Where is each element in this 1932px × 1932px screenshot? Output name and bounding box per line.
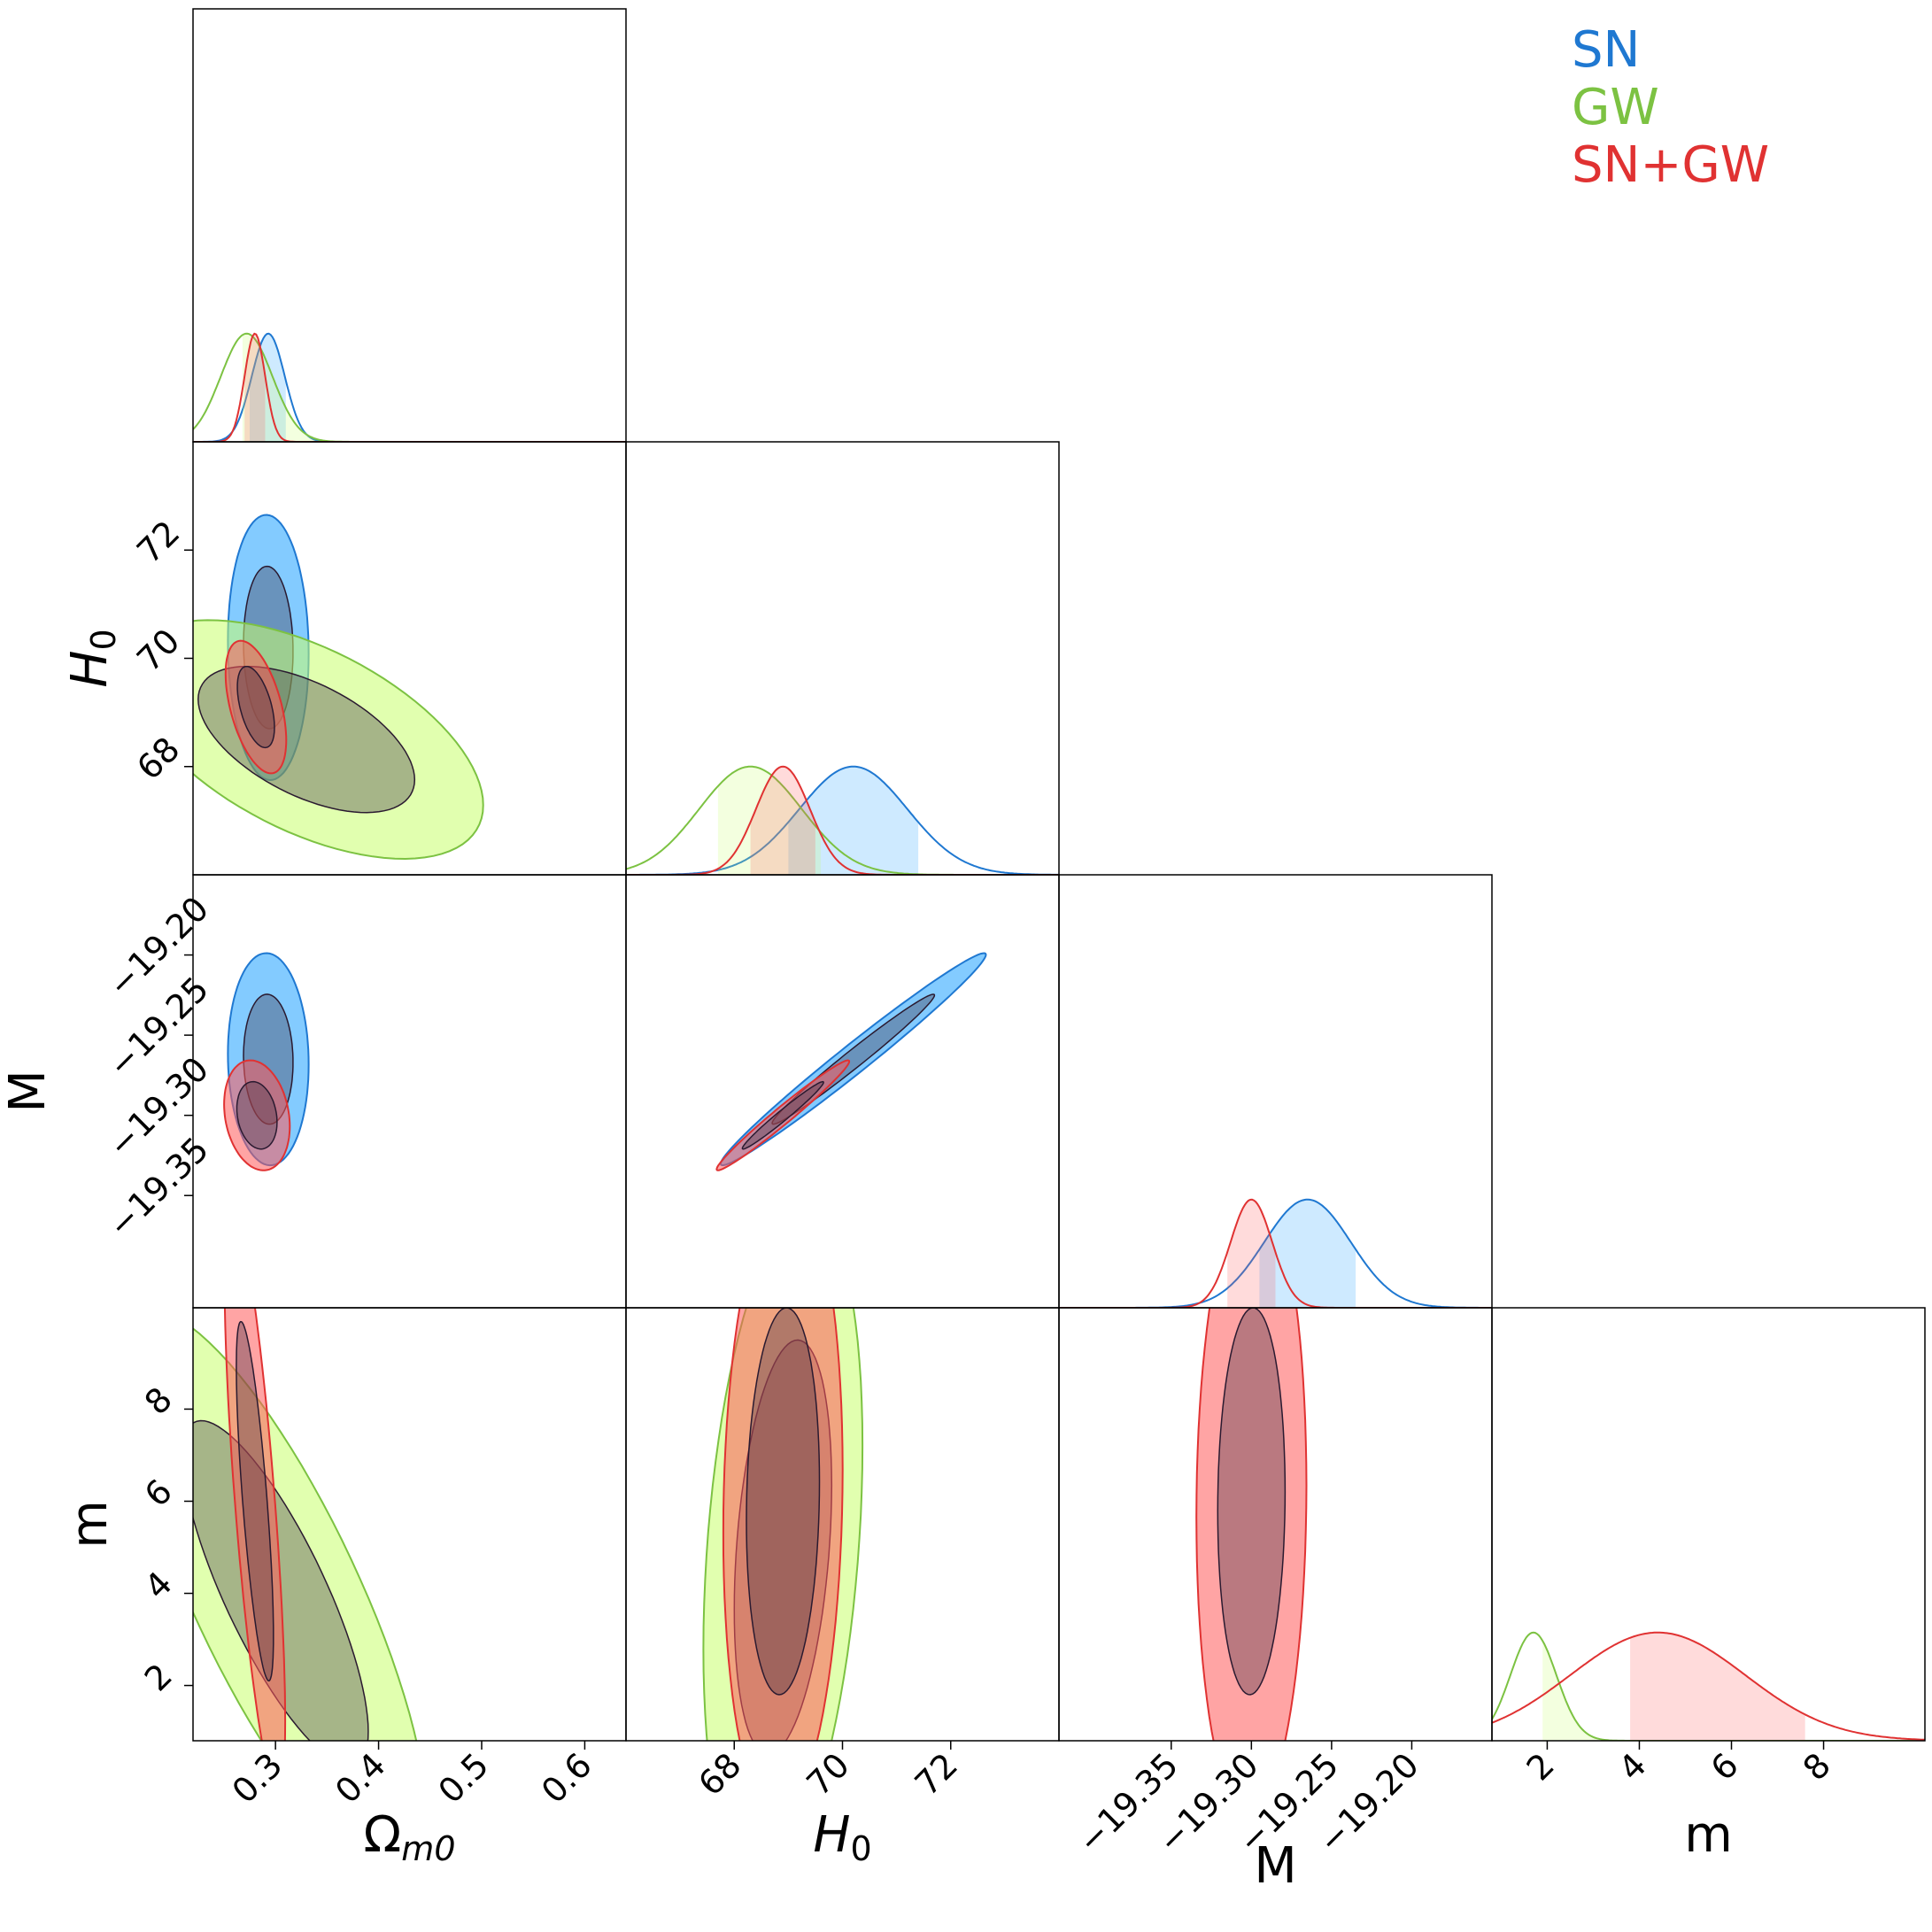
- contour-outer-sn-gw-m-m: [1195, 1308, 1308, 1741]
- x-tick-label-omega-m0-1: 0.4: [328, 1745, 393, 1811]
- contour-outer-sn-gw-omega-m0-m: [223, 1059, 291, 1171]
- marginal-band-sn-gw-m: [1227, 1199, 1276, 1308]
- contour-sn-gw-m-m: [1195, 1308, 1308, 1741]
- legend-entry-gw: GW: [1572, 79, 1659, 136]
- contour-sn-gw-omega-m0-m: [223, 1308, 287, 1741]
- x-axis-h0: 68 70 72 H0: [691, 1741, 965, 1868]
- x-axis-omega-m0: 0.3 0.4 0.5 0.6 Ωm0: [225, 1741, 599, 1868]
- contour-inner-sn-gw-omega-m0-h0: [236, 665, 275, 749]
- x-tick-label-h0-1: 70: [800, 1745, 857, 1803]
- marginal-panel-m: [1492, 1631, 1925, 1741]
- x-tick-label-m-0: 2: [1519, 1745, 1562, 1788]
- contour-outer-sn-gw-omega-m0-h0: [224, 639, 288, 775]
- marginal-curve-sn-gw-m: [1492, 1631, 1925, 1741]
- marginal-band-gw-h0: [717, 766, 821, 875]
- contour-inner-sn-gw-omega-m0-m: [236, 1320, 274, 1682]
- marginal-band-sn-m: [1259, 1199, 1356, 1308]
- marginal-band-sn-gw-h0: [750, 766, 815, 875]
- contour-sn-gw-h0-m: [722, 1308, 844, 1741]
- marginal-curve-sn-gw-omega-m0: [193, 332, 626, 442]
- marginal-curve-sn-gw-m: [1059, 1198, 1492, 1308]
- marginal-curve-gw-m: [1492, 1631, 1925, 1741]
- legend-entry-sn-gw: SN+GW: [1572, 136, 1769, 194]
- y-axis-label-m: M: [0, 1070, 57, 1112]
- x-axis-label-omega-m0: Ωm0: [364, 1806, 456, 1868]
- legend: SN GW SN+GW: [1572, 21, 1769, 194]
- contour-outer-sn-gw-h0-m: [715, 1059, 851, 1171]
- x-axis-label-m: M: [1254, 1837, 1296, 1895]
- contour-inner-sn-gw-omega-m0-m: [236, 1080, 278, 1150]
- y-axis-label-h0: H0: [61, 629, 123, 687]
- contour-sn-gw-omega-m0-m: [223, 1059, 291, 1171]
- x-tick-label-h0-2: 72: [908, 1745, 965, 1803]
- y-axis-m: −19.35−19.30−19.25−19.20M: [0, 889, 216, 1245]
- contour-sn-gw-h0-m: [715, 1059, 851, 1171]
- contour-inner-sn-gw-h0-m: [746, 1308, 821, 1696]
- marginal-band-sn-gw-omega-m0: [244, 333, 266, 442]
- marginal-curve-gw-h0: [626, 765, 1059, 875]
- contour-outer-sn-gw-omega-m0-m: [223, 1308, 287, 1741]
- marginal-curve-sn-gw-h0: [626, 765, 1059, 875]
- x-axis-label-m: m: [1684, 1806, 1733, 1864]
- x-tick-label-m-3: 8: [1796, 1745, 1838, 1788]
- x-tick-label-omega-m0-3: 0.6: [534, 1745, 599, 1811]
- marginal-curve-gw-omega-m0: [193, 332, 626, 442]
- y-tick-label-m-2: 6: [137, 1472, 180, 1514]
- x-axis-m: −19.35−19.30−19.25−19.20M: [1070, 1741, 1426, 1895]
- marginal-panel-h0: [626, 765, 1059, 875]
- y-axis-h0: 68 70 72 H0: [61, 513, 193, 787]
- panels: [192, 8, 1926, 1742]
- marginal-band-sn-gw-m: [1630, 1632, 1805, 1741]
- x-axis-label-h0: H0: [813, 1806, 871, 1868]
- panel-frame-2-1: [625, 874, 1060, 1309]
- x-tick-label-omega-m0-0: 0.3: [225, 1745, 290, 1811]
- marginal-band-sn-h0: [788, 766, 919, 875]
- x-tick-label-m-2: 6: [1704, 1745, 1746, 1788]
- marginal-band-gw-m: [1542, 1641, 1815, 1741]
- y-tick-label-h0-2: 72: [129, 513, 187, 570]
- y-axis-label-m: m: [61, 1500, 119, 1549]
- y-tick-label-m-1: 4: [137, 1564, 180, 1606]
- marginal-band-gw-omega-m0: [242, 333, 384, 442]
- marginal-panel-omega-m0: [193, 332, 626, 442]
- contour-sn-gw-omega-m0-h0: [224, 639, 288, 775]
- marginal-curve-sn-omega-m0: [193, 332, 626, 442]
- x-axis-m: 2 4 6 8 m: [1519, 1741, 1838, 1864]
- x-tick-label-h0-0: 68: [691, 1745, 748, 1803]
- x-tick-label-omega-m0-2: 0.5: [431, 1745, 497, 1811]
- y-tick-label-m-3: 8: [137, 1379, 180, 1422]
- marginal-curve-sn-m: [1059, 1198, 1492, 1308]
- x-tick-label-m-1: 4: [1611, 1745, 1654, 1788]
- legend-entry-sn: SN: [1572, 21, 1640, 79]
- contour-outer-sn-gw-h0-m: [722, 1308, 844, 1741]
- contour-inner-sn-gw-h0-m: [741, 1080, 824, 1150]
- contour-gw-omega-m0-h0: [193, 619, 484, 861]
- y-tick-label-m-0: 2: [137, 1656, 180, 1698]
- marginal-panel-m: [1059, 1198, 1492, 1308]
- y-axis-m: 2 4 6 8 m: [61, 1379, 193, 1698]
- contour-inner-sn-gw-m-m: [1217, 1308, 1287, 1696]
- marginal-curve-sn-h0: [626, 765, 1059, 875]
- y-tick-label-h0-0: 68: [129, 730, 187, 787]
- panel-frame-3-3: [1491, 1307, 1926, 1742]
- y-tick-label-h0-1: 70: [129, 622, 187, 679]
